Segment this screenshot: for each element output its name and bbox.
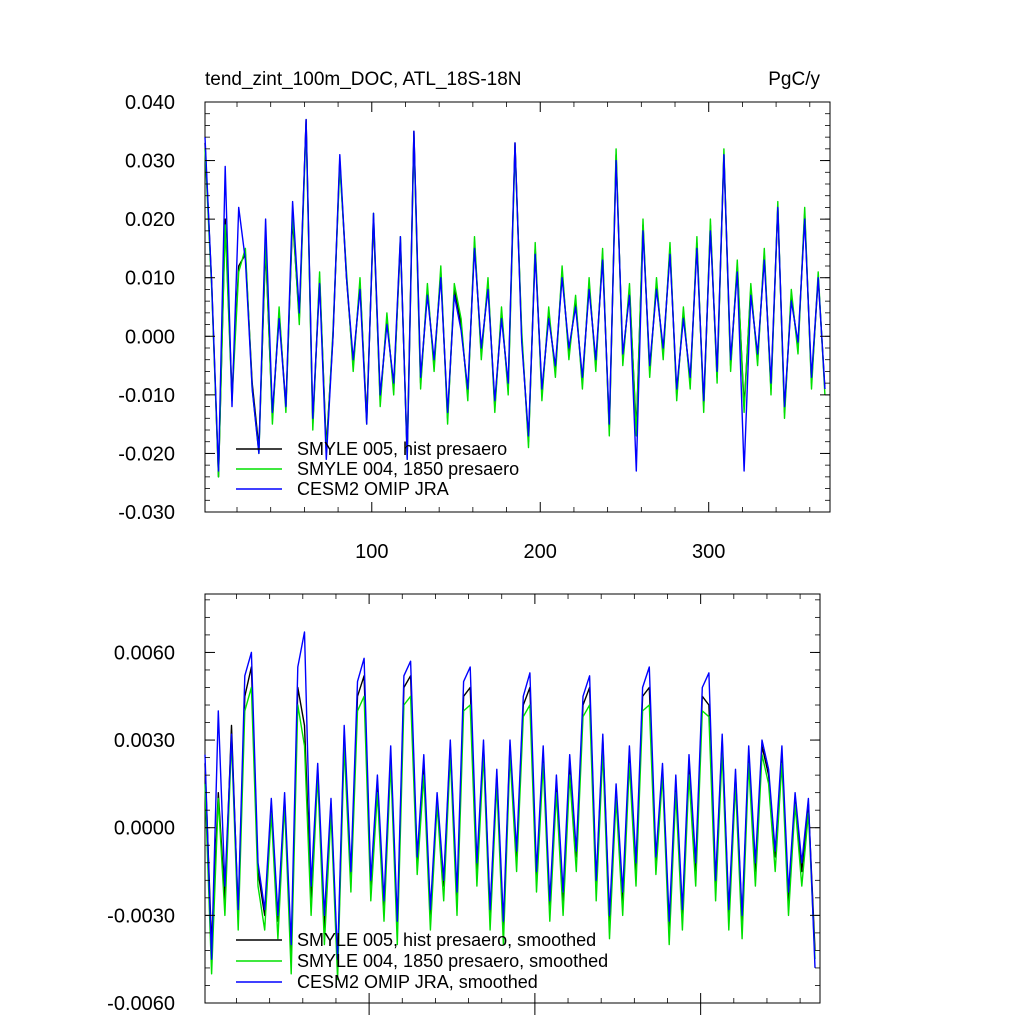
legend-label: SMYLE 004, 1850 presaero, smoothed [297,951,608,971]
y-tick-label: 0.020 [125,209,175,231]
y-tick-label: 0.0000 [114,818,175,840]
series-line-2 [204,118,826,472]
x-tick-label: 300 [692,541,725,563]
y-tick-label: 0.0030 [114,730,175,752]
bottom-panel: 0.0060 0.0030 0.0000 -0.0030 -0.0060 SMYLE 00… [107,593,821,1015]
legend-label: SMYLE 005, hist presaero, smoothed [297,930,596,950]
x-tick-label: 100 [355,541,388,563]
y-tick-label: -0.0060 [107,993,175,1015]
y-tick-label: 0.000 [125,326,175,348]
legend-label: CESM2 OMIP JRA, smoothed [297,972,538,992]
y-tick-label: -0.010 [118,385,175,407]
chart-title: tend_zint_100m_DOC, ATL_18S-18N [205,69,522,90]
units-label: PgC/y [768,69,820,90]
top-panel: 0.040 0.030 0.020 0.010 0.000 -0.010 -0.020 -0.… [118,69,831,563]
y-tick-label: -0.030 [118,502,175,524]
legend-label: SMYLE 005, hist presaero [297,439,507,459]
x-tick-label: 200 [524,541,557,563]
y-tick-label: -0.020 [118,443,175,465]
series-line-2 [204,631,816,968]
y-tick-label: 0.030 [125,151,175,173]
legend-label: CESM2 OMIP JRA [297,479,449,499]
legend-label: SMYLE 004, 1850 presaero [297,459,519,479]
y-tick-label: 0.010 [125,268,175,290]
y-tick-label: 0.0060 [114,642,175,664]
y-tick-label: 0.040 [125,92,175,114]
y-tick-label: -0.0030 [107,905,175,927]
plot-frame [204,101,831,513]
